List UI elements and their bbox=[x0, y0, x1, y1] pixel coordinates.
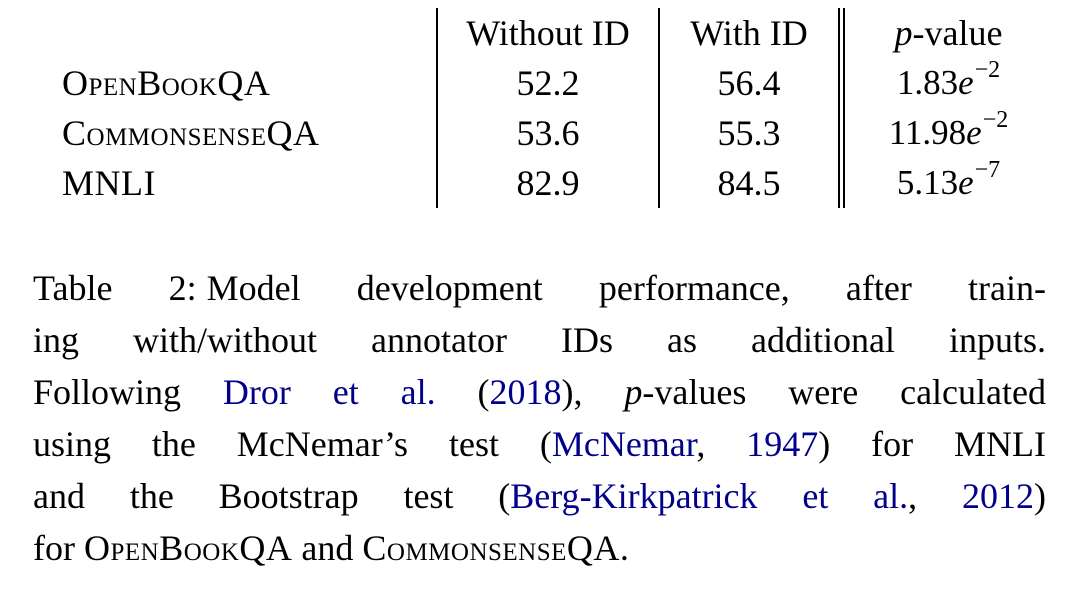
caption-line-4: using the McNemar’s test (McNemar, 1947)… bbox=[33, 418, 1046, 470]
header-label: -value bbox=[912, 13, 1003, 53]
caption-line-2: ing with/without annotator IDs as additi… bbox=[33, 314, 1046, 366]
caption-text: using the McNemar’s test ( bbox=[33, 424, 552, 464]
p-symbol: p bbox=[894, 13, 913, 53]
cell-openbookqa-without-id: 52.2 bbox=[436, 58, 658, 108]
caption-text: ), bbox=[561, 372, 625, 412]
citation-year-2018[interactable]: 2018 bbox=[489, 372, 562, 412]
caption-label: Table 2: bbox=[33, 268, 197, 308]
header-label: Without ID bbox=[466, 13, 630, 53]
caption-text: and the Bootstrap test ( bbox=[33, 476, 511, 516]
column-header-without-id: Without ID bbox=[436, 8, 658, 58]
p-exponent: −2 bbox=[982, 106, 1009, 133]
column-header-with-id: With ID bbox=[658, 8, 838, 58]
cell-mnli-p-value: 5.13 e −7 bbox=[838, 156, 1052, 208]
e-symbol: e bbox=[958, 163, 974, 202]
header-label: With ID bbox=[690, 13, 808, 53]
caption-text: and bbox=[292, 528, 363, 568]
caption-text: , bbox=[908, 476, 963, 516]
p-symbol: p bbox=[624, 372, 643, 412]
column-header-p-value: p -value bbox=[838, 8, 1052, 58]
table-caption: Table 2: Model development performance, a… bbox=[33, 262, 1046, 574]
citation-link-dror[interactable]: Dror et al. bbox=[222, 372, 436, 412]
caption-text: -values were calculated bbox=[642, 372, 1046, 412]
cell-mnli-without-id: 82.9 bbox=[436, 158, 658, 208]
citation-link-mcnemar[interactable]: McNemar bbox=[551, 424, 697, 464]
caption-line-1: Table 2: Model development performance, a… bbox=[33, 262, 1046, 314]
caption-text: Model development performance, after tra… bbox=[206, 268, 1046, 308]
citation-link-berg-kirkpatrick[interactable]: Berg-Kirkpatrick et al. bbox=[510, 476, 909, 516]
cell-openbookqa-with-id: 56.4 bbox=[658, 58, 838, 108]
citation-year-2012[interactable]: 2012 bbox=[962, 476, 1035, 516]
row-label-openbookqa: OpenBookQA bbox=[62, 63, 271, 103]
caption-line-3: Following Dror et al. (2018), p-values w… bbox=[33, 366, 1046, 418]
results-table: Without ID With ID p -value OpenBookQA 52… bbox=[0, 8, 1072, 208]
caption-text: Following bbox=[33, 372, 223, 412]
cell-commonsenseqa-without-id: 53.6 bbox=[436, 108, 658, 158]
caption-text: ( bbox=[435, 372, 490, 412]
p-coefficient: 1.83 bbox=[896, 63, 959, 102]
cell-commonsenseqa-p-value: 11.98 e −2 bbox=[838, 106, 1052, 158]
row-label-mnli: MNLI bbox=[62, 163, 156, 203]
dataset-name-openbookqa: OpenBookQA bbox=[83, 528, 293, 568]
cell-mnli-with-id: 84.5 bbox=[658, 158, 838, 208]
e-symbol: e bbox=[958, 63, 974, 102]
cell-openbookqa-p-value: 1.83 e −2 bbox=[838, 56, 1052, 108]
p-coefficient: 5.13 bbox=[896, 163, 959, 202]
e-symbol: e bbox=[966, 113, 982, 152]
caption-text: for bbox=[33, 528, 84, 568]
citation-year-1947[interactable]: 1947 bbox=[746, 424, 819, 464]
caption-line-6: for OpenBookQA and CommonsenseQA. bbox=[33, 522, 1046, 574]
p-exponent: −7 bbox=[974, 156, 1001, 183]
caption-line-5: and the Bootstrap test (Berg-Kirkpatrick… bbox=[33, 470, 1046, 522]
p-coefficient: 11.98 bbox=[888, 113, 967, 152]
caption-text: ing with/without annotator IDs as additi… bbox=[33, 320, 1046, 360]
caption-text: ) for MNLI bbox=[818, 424, 1046, 464]
caption-text: . bbox=[619, 528, 629, 568]
caption-text: ) bbox=[1034, 476, 1047, 516]
row-label-commonsenseqa: CommonsenseQA bbox=[62, 113, 320, 153]
p-exponent: −2 bbox=[974, 56, 1001, 83]
dataset-name-commonsenseqa: CommonsenseQA bbox=[362, 528, 620, 568]
caption-text: , bbox=[696, 424, 747, 464]
corner-cell bbox=[0, 8, 436, 58]
cell-commonsenseqa-with-id: 55.3 bbox=[658, 108, 838, 158]
